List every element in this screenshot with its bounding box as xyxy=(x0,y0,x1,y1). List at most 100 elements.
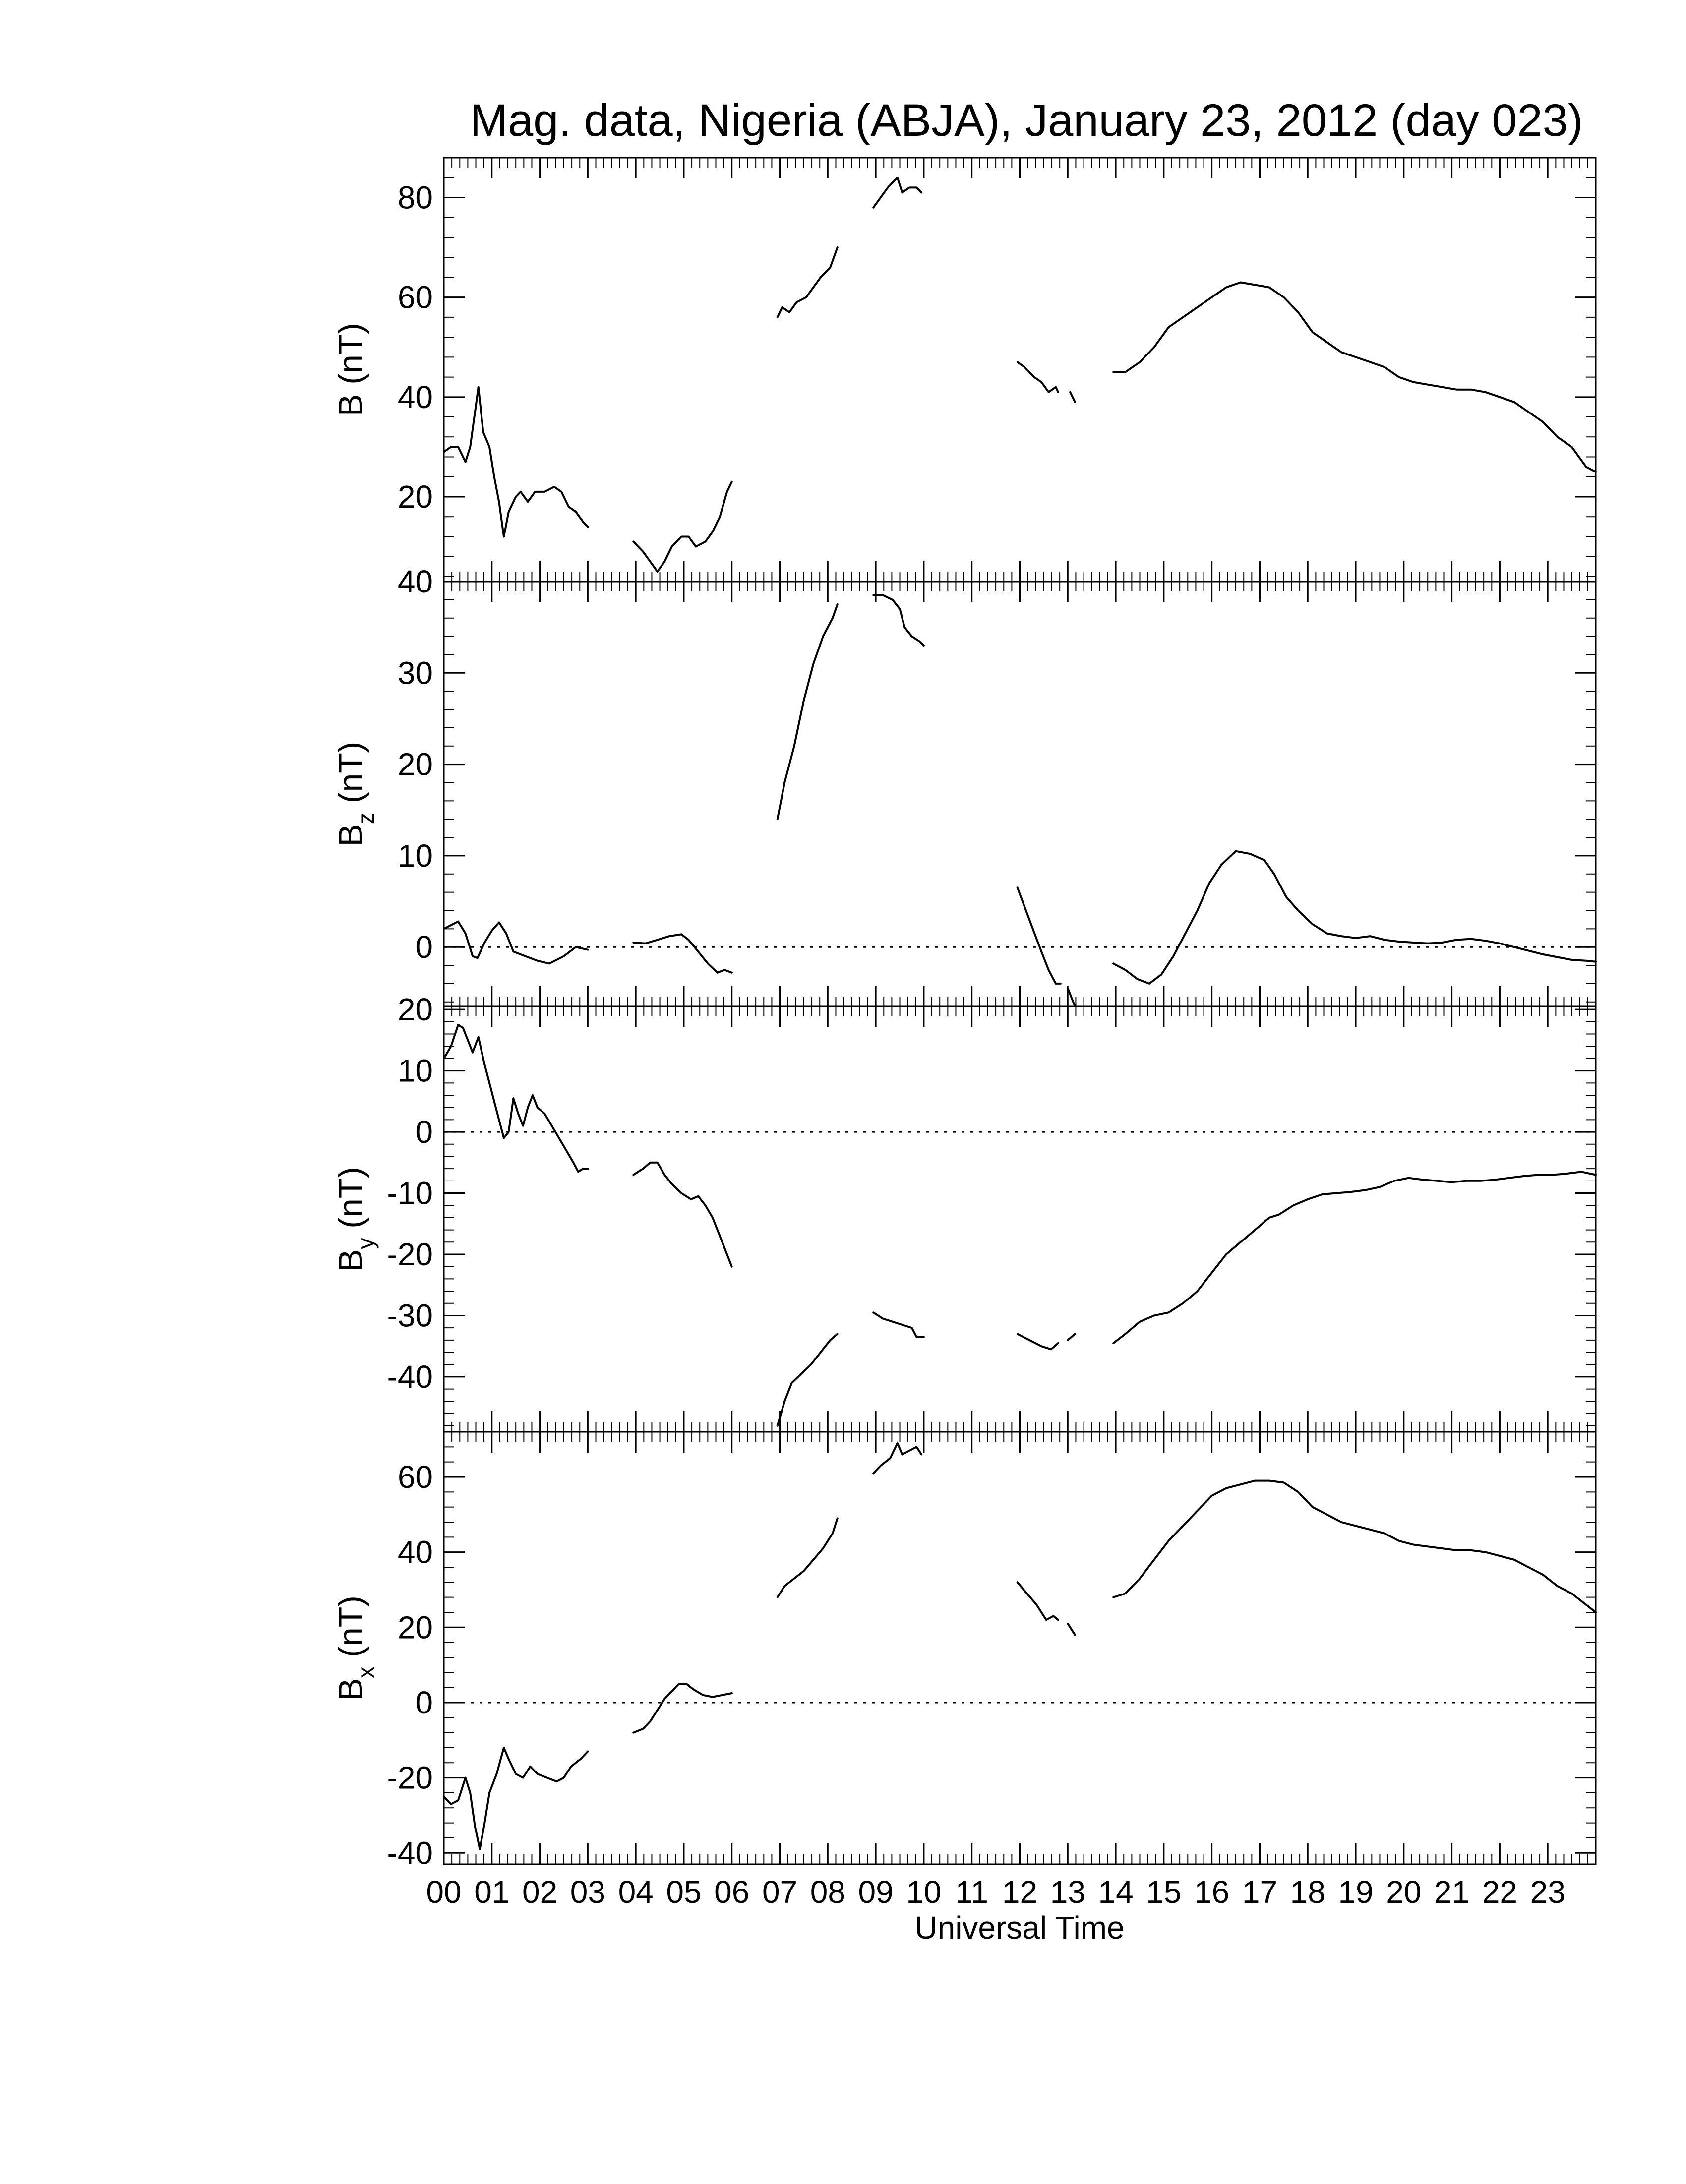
x-tick-label: 01 xyxy=(474,1874,509,1910)
x-tick-label: 08 xyxy=(810,1874,845,1910)
y-tick-label: 60 xyxy=(398,1459,433,1495)
y-axis-label-subscript: y xyxy=(353,1238,379,1249)
panel-frame xyxy=(443,1005,1597,1433)
y-tick-label: -20 xyxy=(387,1760,433,1796)
y-tick-label: -40 xyxy=(387,1835,433,1871)
y-tick-label: 0 xyxy=(415,1114,433,1150)
y-axis-label-unit: (nT) xyxy=(332,742,369,813)
series-line-Bx-segment-1 xyxy=(632,1683,733,1734)
series-line-B-segment-6 xyxy=(1112,281,1597,473)
series-line-By-segment-0 xyxy=(443,1024,589,1173)
x-tick-label: 16 xyxy=(1194,1874,1229,1910)
y-tick-label: 10 xyxy=(398,1053,433,1089)
y-tick-label: 0 xyxy=(415,929,433,965)
series-line-By-segment-4 xyxy=(1016,1333,1059,1351)
y-tick-label: 0 xyxy=(415,1685,433,1720)
series-line-Bx-segment-6 xyxy=(1112,1479,1597,1613)
x-tick-label: 14 xyxy=(1098,1874,1133,1910)
y-axis-label-subscript: z xyxy=(353,813,379,824)
y-tick-label: 40 xyxy=(398,564,433,599)
series-line-Bz-segment-2 xyxy=(776,603,839,821)
x-tick-label: 12 xyxy=(1002,1874,1037,1910)
chart-title: Mag. data, Nigeria (ABJA), January 23, 2… xyxy=(470,95,1583,146)
series-line-By-segment-5 xyxy=(1067,1333,1076,1341)
series-line-Bz-segment-6 xyxy=(1112,850,1597,985)
y-axis-label: Bx (nT) xyxy=(332,1595,379,1701)
x-tick-label: 20 xyxy=(1386,1874,1421,1910)
y-axis-label-symbol: B xyxy=(332,824,369,846)
panel-frame xyxy=(443,157,1597,583)
y-axis-label-unit: (nT) xyxy=(332,1167,369,1238)
x-tick-label: 15 xyxy=(1146,1874,1181,1910)
x-tick-label: 13 xyxy=(1050,1874,1085,1910)
y-axis-label-unit: (nT) xyxy=(332,323,369,394)
x-axis: 00 01 02 03 04 05 06 07 08 09 10 11 12 13 14 15 16 17 18 19… xyxy=(426,1874,1565,1910)
y-axis-label-symbol: B xyxy=(332,1249,369,1272)
x-axis-label: Universal Time xyxy=(914,1910,1124,1946)
y-tick-label: 20 xyxy=(398,747,433,782)
y-axis-label: Bz (nT) xyxy=(332,742,379,847)
series-line-Bx-segment-0 xyxy=(443,1746,589,1850)
y-axis-label-unit: (nT) xyxy=(332,1595,369,1667)
x-tick-label: 00 xyxy=(426,1874,461,1910)
series-line-Bz-segment-4 xyxy=(1016,886,1062,985)
series-line-Bx-segment-5 xyxy=(1067,1622,1076,1636)
panel-By: -40 -30 -20 -10 0 10 20 By (nT) xyxy=(332,992,1597,1433)
y-axis-label: By (nT) xyxy=(332,1167,379,1272)
y-tick-label: 30 xyxy=(398,655,433,691)
x-tick-label: 10 xyxy=(906,1874,941,1910)
panel-Bz: 0 10 20 30 40 Bz (nT) xyxy=(332,564,1597,1007)
x-tick-label: 18 xyxy=(1290,1874,1325,1910)
y-tick-label: -10 xyxy=(387,1176,433,1211)
series-line-B-segment-2 xyxy=(776,246,839,318)
x-tick-label: 07 xyxy=(762,1874,797,1910)
y-tick-label: 20 xyxy=(398,479,433,515)
y-tick-label: 20 xyxy=(398,1609,433,1645)
x-tick-label: 22 xyxy=(1482,1874,1517,1910)
x-tick-label: 11 xyxy=(955,1874,988,1910)
x-tick-label: 21 xyxy=(1434,1874,1469,1910)
x-tick-label: 09 xyxy=(858,1874,894,1910)
x-tick-label: 23 xyxy=(1530,1874,1566,1910)
x-tick-label: 19 xyxy=(1338,1874,1373,1910)
panel-Bx: -40 -20 0 20 40 60 Bx (nT) xyxy=(332,1431,1597,1871)
x-tick-label: 04 xyxy=(618,1874,654,1910)
series-line-B-segment-1 xyxy=(632,480,733,573)
y-tick-label: 20 xyxy=(398,992,433,1027)
x-tick-label: 06 xyxy=(714,1874,749,1910)
y-tick-label: 10 xyxy=(398,838,433,874)
series-line-B-segment-4 xyxy=(1016,361,1059,393)
series-line-By-segment-2 xyxy=(776,1333,839,1427)
series-line-B-segment-5 xyxy=(1069,391,1076,403)
y-tick-label: -40 xyxy=(387,1359,433,1395)
y-axis-label-symbol: B xyxy=(332,1678,369,1701)
series-line-Bx-segment-3 xyxy=(872,1442,923,1475)
y-axis-label-subscript: x xyxy=(353,1667,379,1678)
y-tick-label: 80 xyxy=(398,179,433,215)
series-line-Bz-segment-3 xyxy=(872,594,925,647)
x-tick-label: 17 xyxy=(1242,1874,1277,1910)
panel-B: 20 40 60 80 B (nT) xyxy=(332,157,1597,583)
y-tick-label: 60 xyxy=(398,280,433,315)
series-line-Bz-segment-5 xyxy=(1067,987,1076,1007)
series-line-Bz-segment-1 xyxy=(632,933,733,974)
y-tick-label: 40 xyxy=(398,1535,433,1570)
series-line-Bz-segment-0 xyxy=(443,920,589,965)
series-line-B-segment-3 xyxy=(872,177,923,209)
x-tick-label: 05 xyxy=(666,1874,701,1910)
series-line-B-segment-0 xyxy=(443,386,589,538)
x-tick-label: 03 xyxy=(570,1874,605,1910)
y-tick-label: 40 xyxy=(398,379,433,415)
y-tick-label: -30 xyxy=(387,1298,433,1333)
series-line-By-segment-1 xyxy=(632,1161,733,1268)
series-line-By-segment-3 xyxy=(872,1311,925,1338)
series-line-Bx-segment-4 xyxy=(1016,1581,1059,1621)
panel-frame xyxy=(443,1431,1597,1865)
y-tick-label: -20 xyxy=(387,1237,433,1272)
series-line-Bx-segment-2 xyxy=(776,1517,839,1598)
y-axis-label-symbol: B xyxy=(332,394,369,416)
series-line-By-segment-6 xyxy=(1112,1171,1597,1344)
